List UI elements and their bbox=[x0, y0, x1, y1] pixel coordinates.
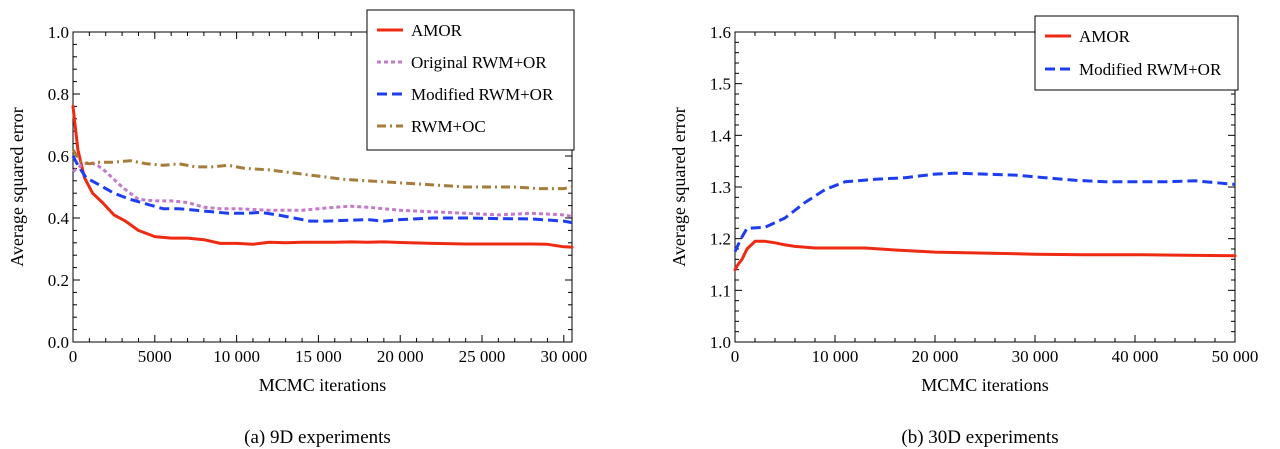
chart-panel-1: 0 5000 10 000 15 000 20 000 25 000 30 000 0.0 0.… bbox=[7, 9, 587, 448]
x-tick-label: 50 000 bbox=[1212, 347, 1259, 366]
y-tick-label: 1.3 bbox=[710, 178, 731, 197]
legend-entry-label: AMOR bbox=[411, 21, 463, 40]
x-tick-label: 15 000 bbox=[295, 347, 342, 366]
series-line-amor bbox=[733, 239, 1237, 272]
x-tick-label: 30 000 bbox=[540, 347, 587, 366]
x-tick-label: 5000 bbox=[138, 347, 172, 366]
figure-caption: (b) 30D experiments bbox=[901, 427, 1058, 448]
y-tick-label: 1.4 bbox=[710, 126, 732, 145]
x-tick-label: 20 000 bbox=[377, 347, 424, 366]
legend-entry-label: RWM+OC bbox=[411, 117, 486, 136]
y-tick-label: 1.1 bbox=[710, 281, 731, 300]
legend-box bbox=[1034, 15, 1239, 91]
x-axis-label: MCMC iterations bbox=[259, 375, 387, 395]
y-axis-label: Average squared error bbox=[669, 107, 689, 267]
x-axis-label: MCMC iterations bbox=[921, 375, 1049, 395]
x-tick-label: 0 bbox=[69, 347, 78, 366]
y-tick-label: 0.2 bbox=[48, 271, 69, 290]
y-tick-label: 0.8 bbox=[48, 85, 69, 104]
x-tick-label: 40 000 bbox=[1112, 347, 1159, 366]
y-tick-label: 1.2 bbox=[710, 230, 731, 249]
series-line-modified-rwm-or bbox=[733, 171, 1236, 253]
legend-entry-label: Modified RWM+OR bbox=[1079, 60, 1222, 79]
series-line-modified-rwm-or bbox=[71, 155, 573, 225]
y-tick-label: 1.0 bbox=[48, 23, 69, 42]
legend: AMOR Original RWM+OR Modified RWM+OR RWM+OC bbox=[366, 9, 575, 151]
figure-caption: (a) 9D experiments bbox=[244, 427, 391, 448]
x-tick-label: 25 000 bbox=[459, 347, 506, 366]
y-tick-label: 1.0 bbox=[710, 333, 731, 352]
legend-entry-label: Modified RWM+OR bbox=[411, 85, 554, 104]
x-tick-label: 0 bbox=[731, 347, 740, 366]
legend: AMOR Modified RWM+OR bbox=[1034, 15, 1239, 91]
y-tick-label: 0.4 bbox=[48, 209, 70, 228]
chart-panel-2: 0 10 000 20 000 30 000 40 000 50 000 1.0 1.1 1.2… bbox=[669, 15, 1259, 448]
y-tick-label: 0.0 bbox=[48, 333, 69, 352]
series-line-rwm-oc bbox=[71, 148, 573, 191]
x-tick-label: 20 000 bbox=[912, 347, 959, 366]
legend-entry-label: Original RWM+OR bbox=[411, 53, 547, 72]
x-tick-label: 30 000 bbox=[1012, 347, 1059, 366]
series-line-original-rwm-or bbox=[72, 160, 573, 218]
y-axis-label: Average squared error bbox=[7, 107, 27, 267]
y-tick-label: 1.6 bbox=[710, 23, 731, 42]
y-tick-label: 1.5 bbox=[710, 75, 731, 94]
legend-entry-label: AMOR bbox=[1079, 27, 1131, 46]
series-line-amor bbox=[71, 104, 574, 249]
x-tick-label: 10 000 bbox=[812, 347, 859, 366]
x-tick-label: 10 000 bbox=[213, 347, 260, 366]
y-tick-label: 0.6 bbox=[48, 147, 69, 166]
